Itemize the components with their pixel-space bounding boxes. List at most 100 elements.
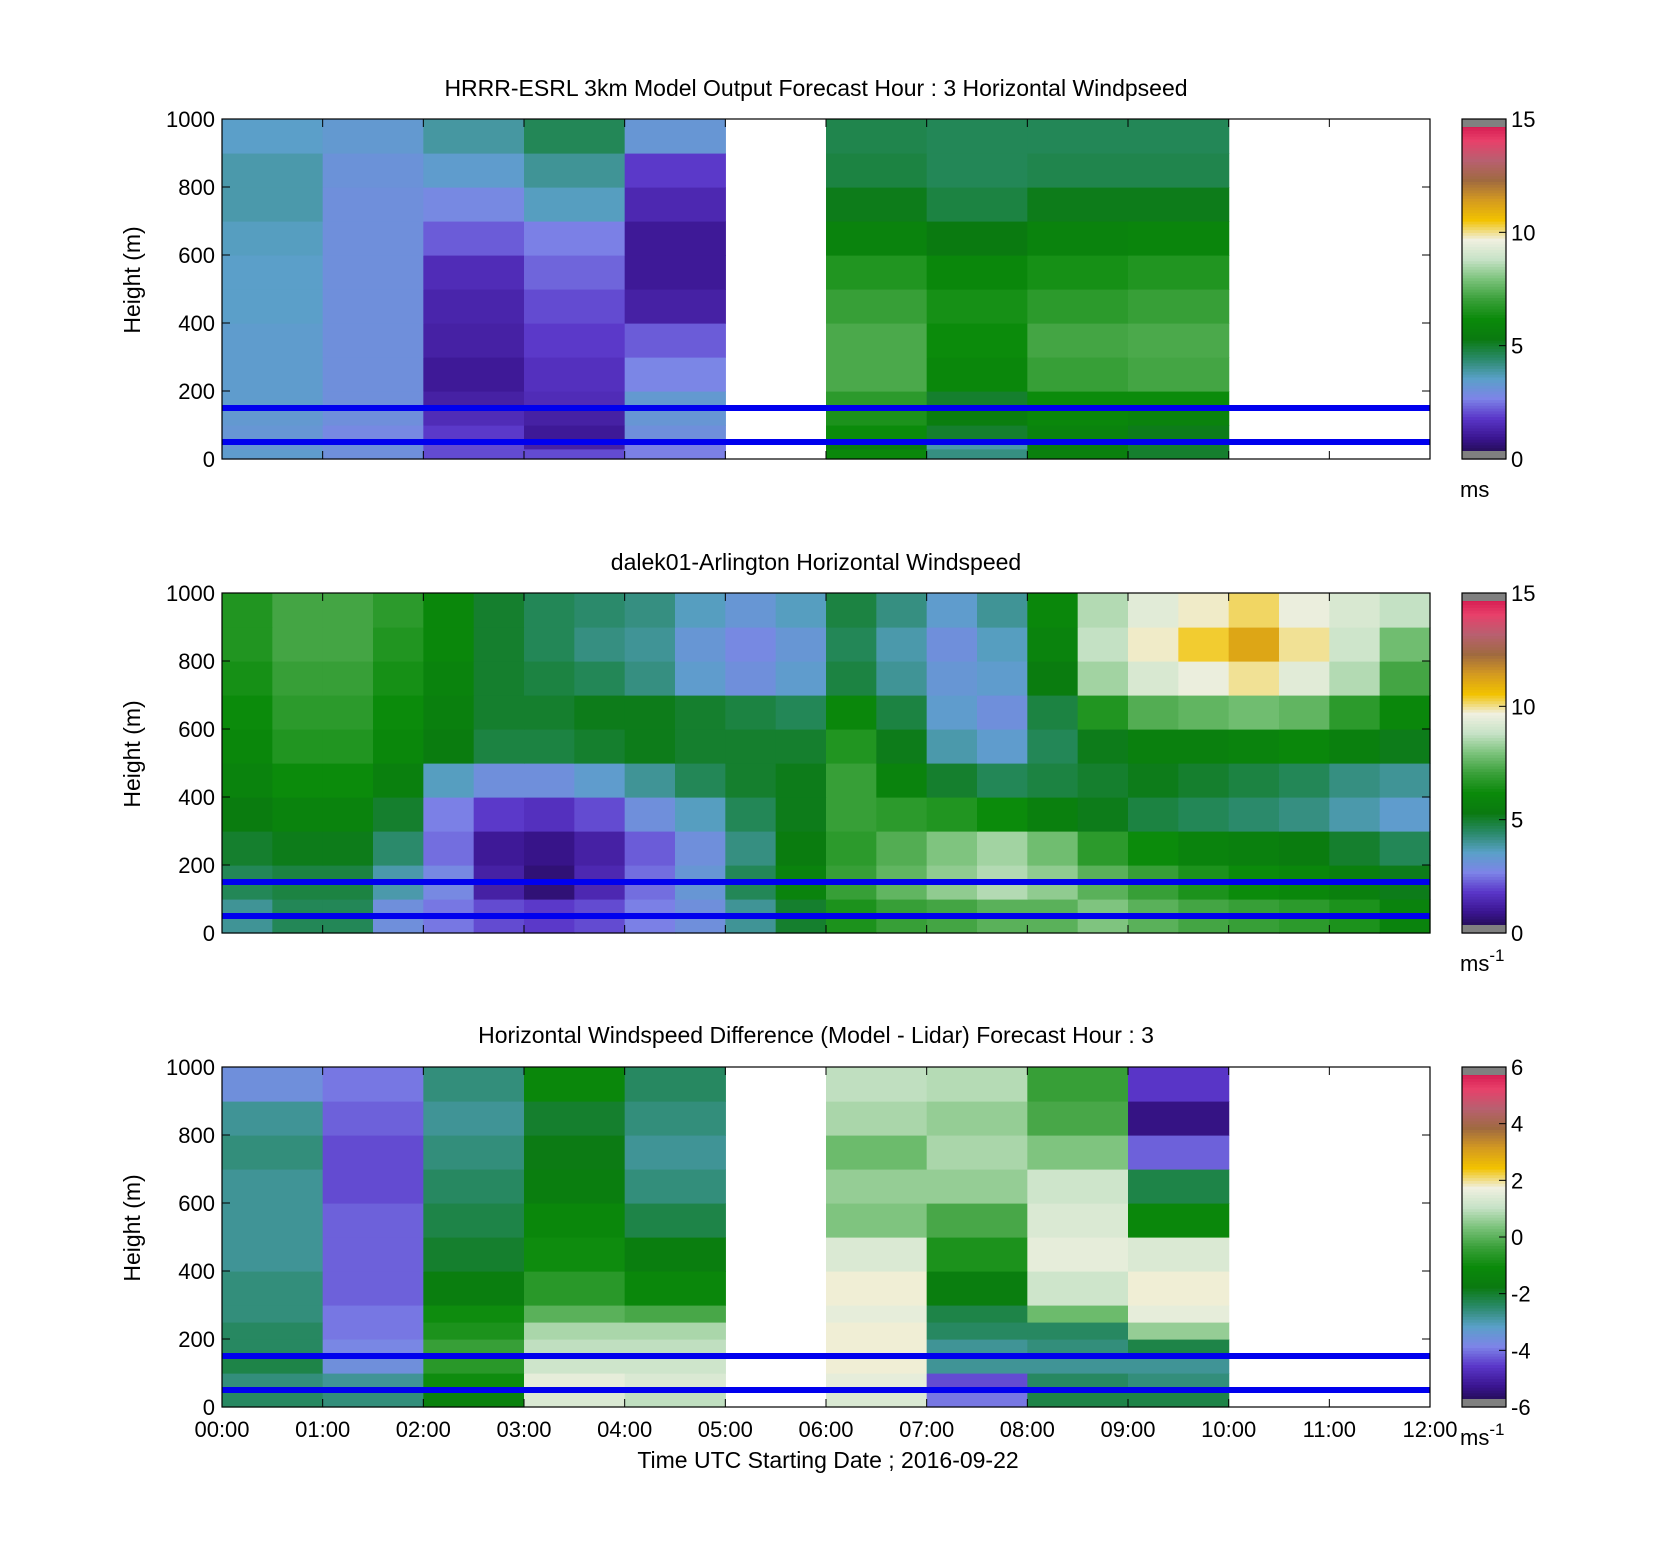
colorbar-segment	[1462, 1078, 1506, 1082]
colorbar-segment	[1462, 402, 1506, 406]
heatmap-cell	[1178, 627, 1230, 662]
heatmap-cell	[926, 255, 1028, 290]
y-tick-label: 800	[178, 175, 215, 200]
heatmap-cell	[826, 1373, 928, 1391]
heatmap-cell	[574, 797, 626, 832]
colorbar-segment	[1462, 621, 1506, 625]
heatmap-cell	[222, 1135, 324, 1170]
colorbar-segment	[1462, 763, 1506, 767]
heatmap-cell	[1128, 391, 1230, 409]
heatmap-cell	[524, 187, 626, 222]
heatmap-cell	[222, 763, 273, 798]
colorbar-segment	[1462, 655, 1506, 659]
colorbar-segment	[1462, 238, 1506, 242]
heatmap-cell	[624, 442, 726, 450]
heatmap-cell	[222, 1305, 324, 1323]
heatmap-cell	[322, 1067, 424, 1102]
y-tick-label: 1000	[166, 1055, 215, 1080]
x-tick-label: 03:00	[496, 1417, 551, 1442]
colorbar-segment	[1462, 1123, 1506, 1128]
colorbar-segment	[1462, 1350, 1506, 1354]
colorbar-tick-label: 0	[1511, 447, 1523, 472]
colorbar-segment	[1462, 896, 1506, 900]
colorbar-segment	[1462, 1319, 1506, 1323]
heatmap-cell	[524, 1322, 626, 1340]
heatmap-cell	[926, 408, 1028, 426]
heatmap-cell	[826, 797, 877, 832]
colorbar-segment	[1462, 646, 1506, 651]
colorbar-segment	[1462, 1075, 1506, 1079]
colorbar-segment	[1462, 658, 1506, 662]
y-tick-label: 400	[178, 311, 215, 336]
x-tick-labels: 00:00 01:00 02:00 03:00 04:00 05:00 06:00 07:00…	[194, 1417, 1457, 1442]
heatmap-cell	[725, 831, 777, 866]
colorbar-segment	[1462, 306, 1506, 310]
heatmap-cell	[1379, 593, 1431, 628]
heatmap-cell	[1077, 593, 1129, 628]
heatmap-cell	[1279, 831, 1330, 866]
colorbar-segment	[1462, 1186, 1506, 1190]
heatmap-cell	[977, 695, 1028, 730]
colorbar-segment	[1462, 136, 1506, 140]
heatmap-cell	[272, 797, 324, 832]
colorbar-segment	[1462, 328, 1506, 333]
heatmap-cell	[624, 1271, 726, 1306]
colorbar-segment	[1462, 777, 1506, 781]
heatmap-cell	[222, 1067, 324, 1102]
colorbar-segment	[1462, 422, 1506, 426]
colorbar-segment	[1462, 615, 1506, 620]
heatmap-cell	[222, 797, 273, 832]
heatmap-cell	[1128, 1356, 1230, 1374]
colorbar-segment	[1462, 195, 1506, 199]
heatmap-cell	[1027, 797, 1079, 832]
colorbar-segment	[1462, 737, 1506, 741]
heatmap-cell	[1027, 729, 1079, 764]
colorbar-segment	[1462, 1339, 1506, 1343]
heatmap-cell	[222, 1203, 324, 1238]
colorbar-segment	[1462, 252, 1506, 256]
colorbar-segment	[1462, 1256, 1506, 1261]
colorbar-segment	[1462, 1225, 1506, 1230]
colorbar-segment	[1462, 374, 1506, 378]
colorbar-segment	[1462, 158, 1506, 163]
colorbar-segment	[1462, 427, 1506, 432]
heatmap-cell	[423, 1271, 525, 1306]
colorbar-segment	[1462, 635, 1506, 639]
colorbar-segment	[1462, 726, 1506, 730]
colorbar-segment	[1462, 269, 1506, 273]
heatmap-cell	[775, 831, 827, 866]
colorbar-segment	[1462, 680, 1506, 685]
heatmap-cell	[322, 1322, 424, 1340]
colorbar-segment	[1462, 833, 1506, 838]
heatmap-cell	[826, 1067, 928, 1102]
heatmap-cell	[624, 408, 726, 426]
heatmap-cell	[524, 831, 575, 866]
colorbar-segment	[1462, 734, 1506, 739]
heatmap-cell	[524, 153, 626, 188]
colorbar-segment	[1462, 447, 1506, 452]
colorbar-segment	[1462, 382, 1506, 386]
heatmap-cell	[876, 729, 928, 764]
heatmap-cell	[1027, 357, 1129, 392]
heatmap-cell	[624, 255, 726, 290]
colorbar-segment	[1462, 232, 1506, 236]
colorbar-segment	[1462, 1276, 1506, 1281]
colorbar-segment	[1462, 164, 1506, 168]
colorbar-tick-label: 0	[1511, 1225, 1523, 1250]
colorbar-segment	[1462, 1384, 1506, 1388]
heatmap-cell	[675, 797, 726, 832]
colorbar-segment	[1462, 709, 1506, 713]
heatmap-cell	[926, 1169, 1028, 1204]
colorbar-segment	[1462, 1358, 1506, 1363]
colorbar-segment	[1462, 1208, 1506, 1213]
colorbar-segment	[1462, 263, 1506, 267]
colorbar-segment	[1462, 706, 1506, 710]
colorbar-segment	[1462, 678, 1506, 682]
heatmap-cell	[322, 1101, 424, 1136]
heatmap-cell	[1379, 763, 1431, 798]
colorbar-segment	[1462, 808, 1506, 812]
colorbar-segment	[1462, 686, 1506, 690]
colorbar-segment	[1462, 184, 1506, 188]
heatmap-cell	[524, 1203, 626, 1238]
